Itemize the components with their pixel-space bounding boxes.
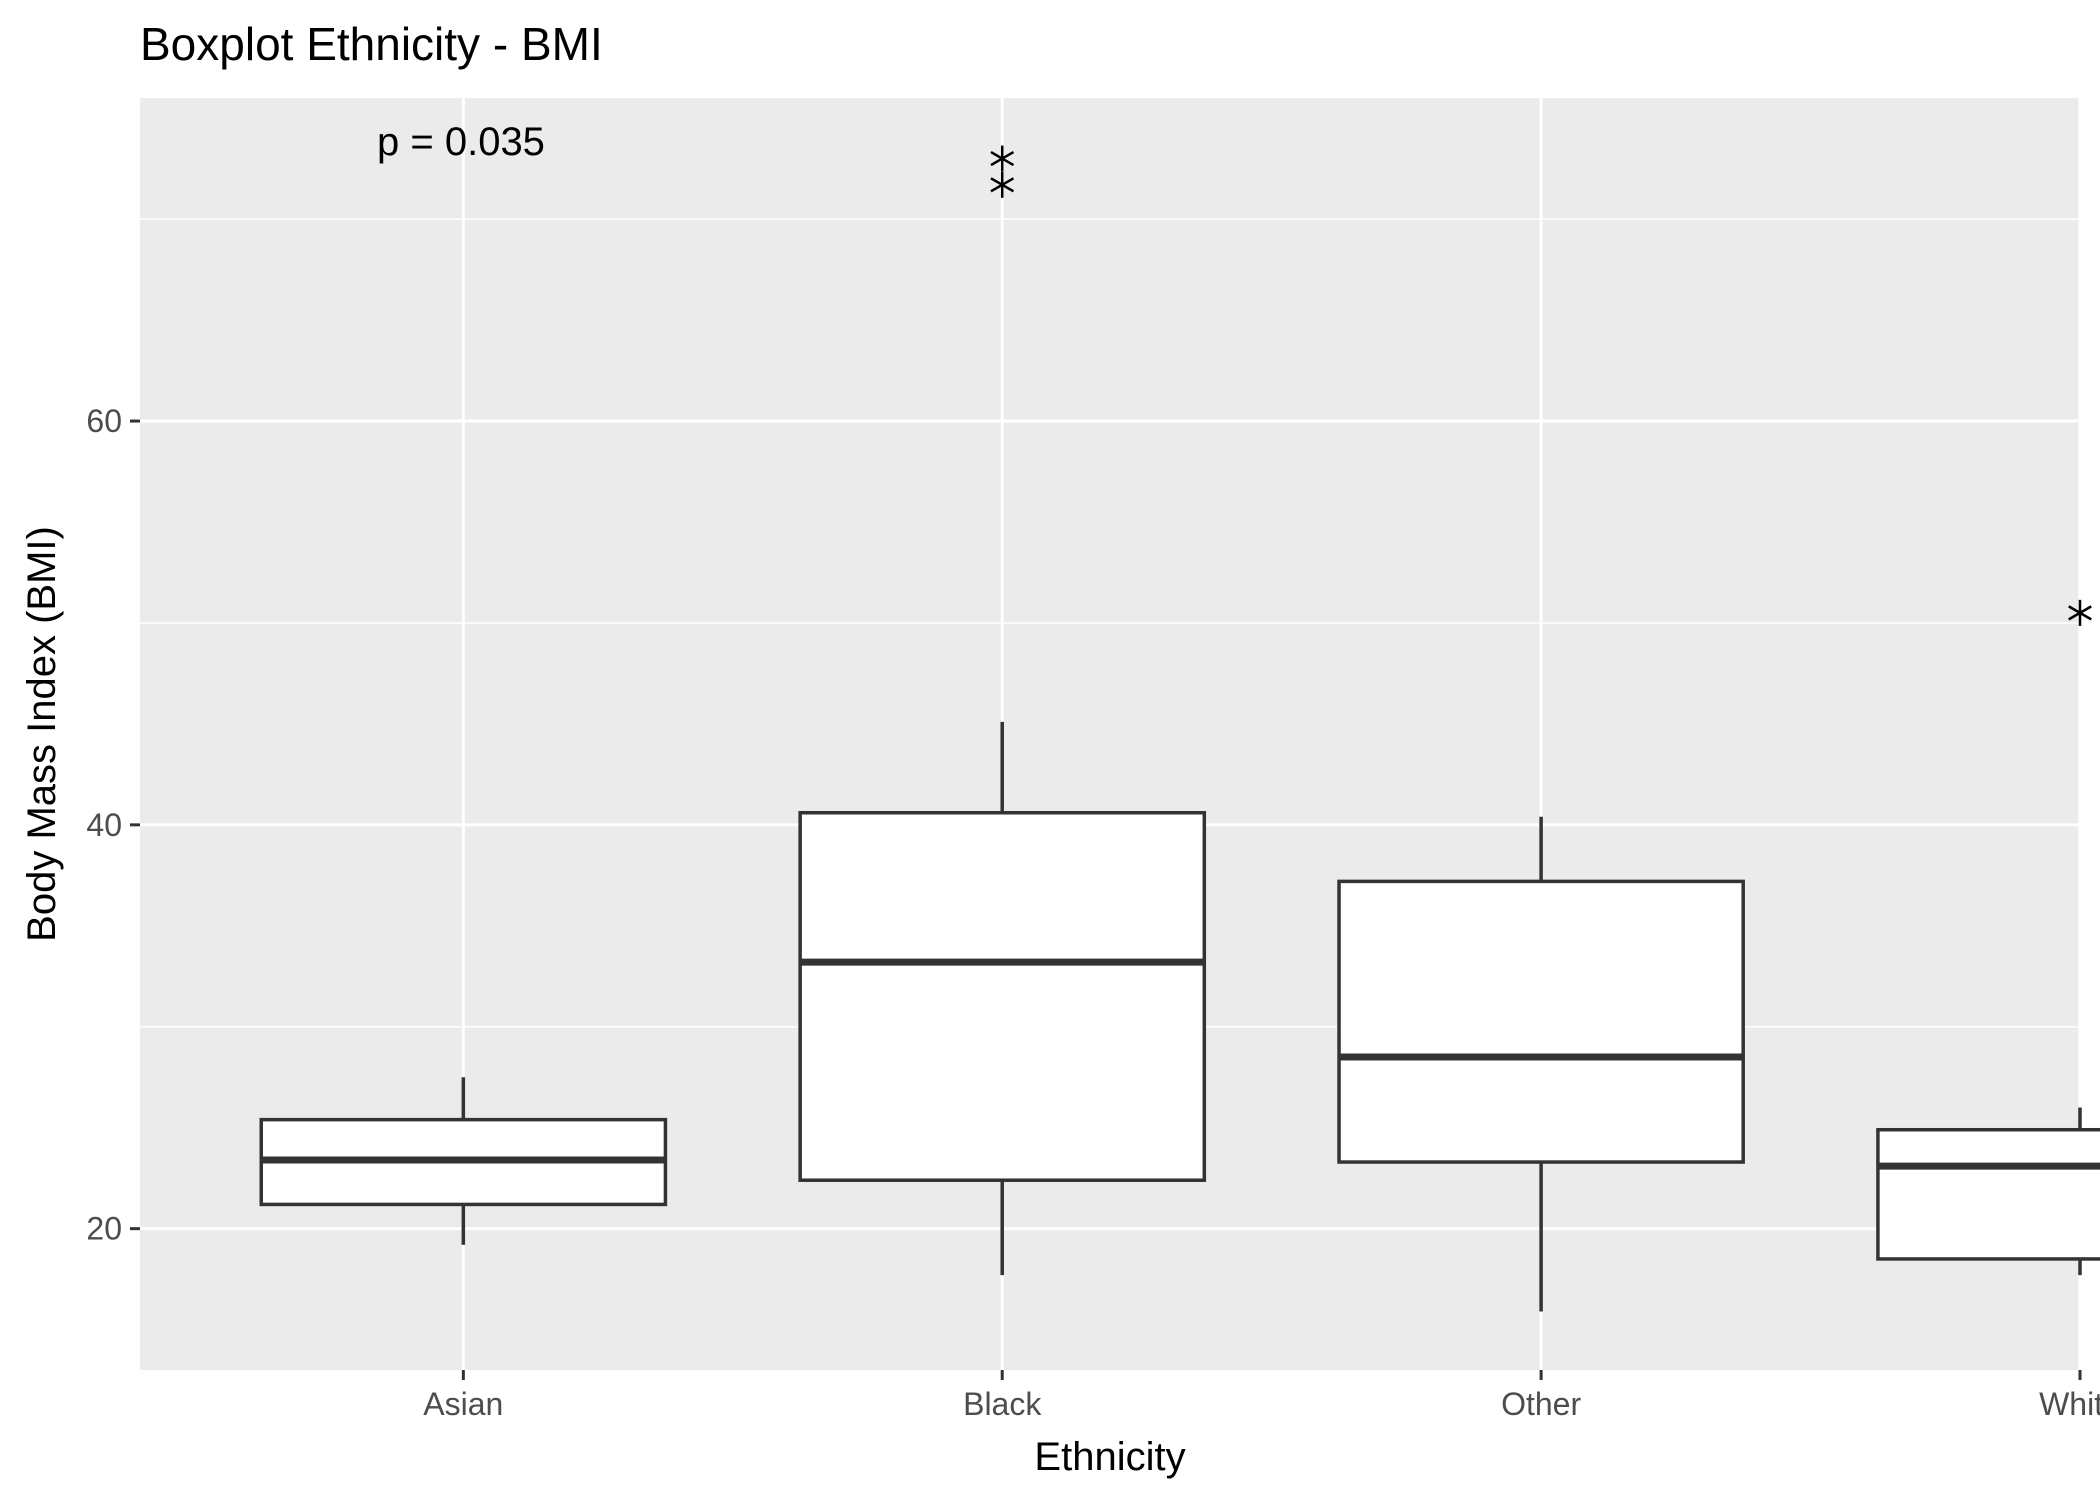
p-value-annotation: p = 0.035 xyxy=(377,120,545,164)
box-layer xyxy=(259,145,2100,1312)
outlier-point xyxy=(990,171,1015,198)
box-iqr xyxy=(798,810,1207,1182)
y-tick-label: 40 xyxy=(86,807,122,843)
outlier-point xyxy=(990,145,1015,172)
box-white xyxy=(1876,599,2100,1276)
outlier-stroke xyxy=(2068,605,2092,621)
x-axis: Asian Black Other White xyxy=(423,1370,2100,1422)
outlier-point xyxy=(2068,599,2092,626)
box-asian xyxy=(259,1077,668,1245)
box-black xyxy=(798,145,1207,1276)
chart-title: Boxplot Ethnicity - BMI xyxy=(140,18,603,70)
x-axis-title: Ethnicity xyxy=(1034,1435,1185,1479)
box-iqr xyxy=(1337,879,1745,1164)
y-axis: 20 40 60 xyxy=(86,403,140,1247)
x-tick-label: Asian xyxy=(423,1386,503,1422)
y-tick-label: 20 xyxy=(86,1211,122,1247)
outlier-stroke xyxy=(990,177,1015,193)
outlier-stroke xyxy=(990,150,1015,167)
x-tick-label: Other xyxy=(1501,1386,1581,1422)
box-iqr xyxy=(1876,1127,2100,1261)
box-other xyxy=(1337,816,1745,1312)
x-tick-label: Black xyxy=(963,1386,1042,1422)
y-tick-label: 60 xyxy=(86,403,122,439)
y-axis-title: Body Mass Index (BMI) xyxy=(20,526,64,942)
x-tick-label: White xyxy=(2039,1386,2100,1422)
